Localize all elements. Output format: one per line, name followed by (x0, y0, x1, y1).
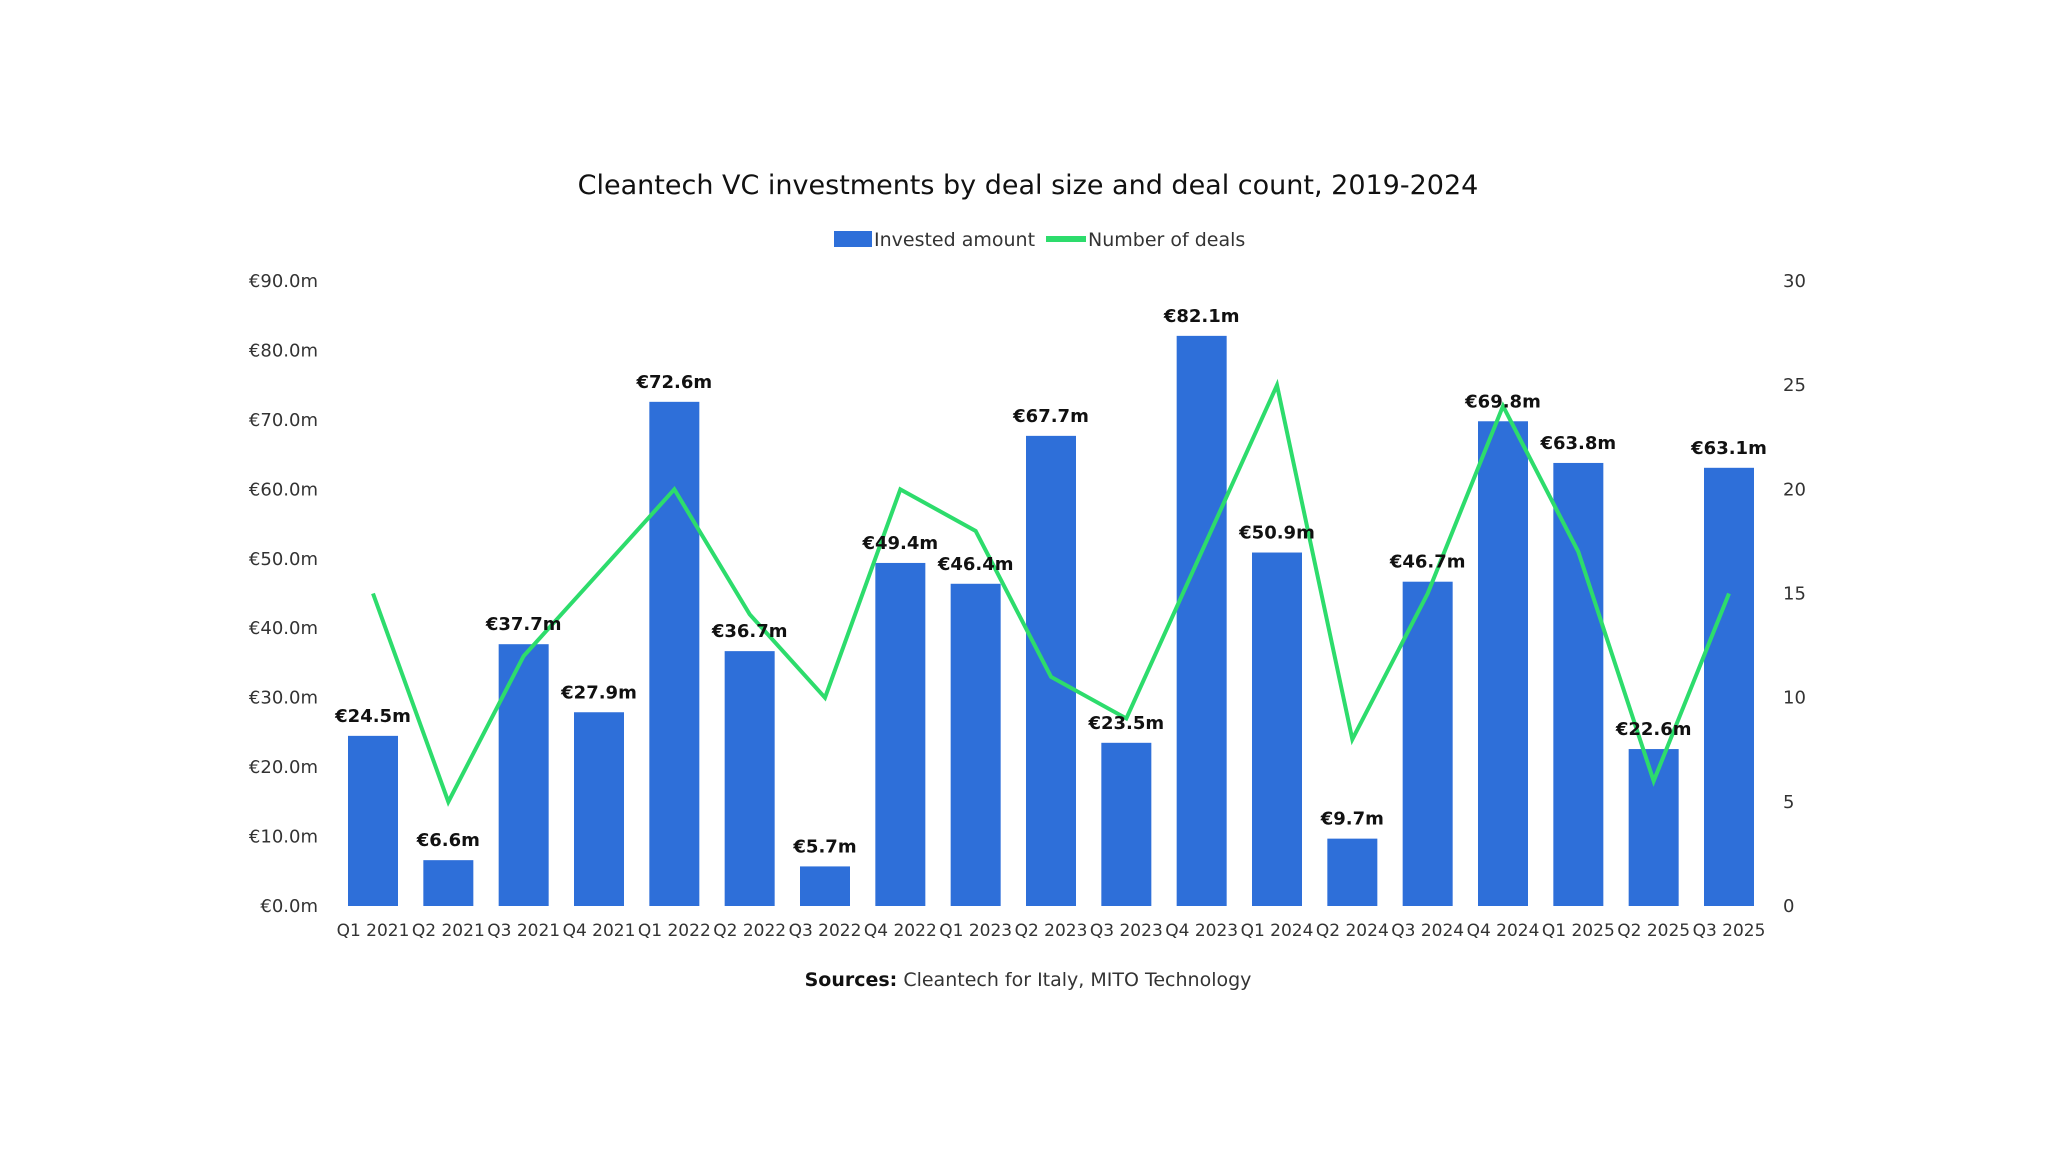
y-left-tick-label: €70.0m (249, 410, 318, 431)
bar-invested-amount (499, 644, 549, 906)
bar-invested-amount (348, 736, 398, 906)
y-axis-left: €0.0m €10.0m €20.0m €30.0m €40.0m €50.0m €60.0… (249, 271, 318, 917)
y-left-tick-label: €90.0m (249, 271, 318, 292)
bar-data-label: €50.9m (1238, 523, 1315, 544)
bar-invested-amount (1177, 336, 1227, 906)
bar-data-label: €5.7m (792, 836, 856, 857)
bar-data-label: €67.7m (1012, 406, 1089, 427)
bar-invested-amount (1252, 553, 1302, 906)
x-tick-label: Q2 2024 (1316, 921, 1389, 941)
bar-data-label: €22.6m (1615, 719, 1692, 740)
bar-data-label: €72.6m (635, 372, 712, 393)
bar-data-label: €36.7m (711, 621, 788, 642)
bar-invested-amount (574, 712, 624, 906)
x-tick-label: Q2 2025 (1617, 921, 1690, 941)
bar-invested-amount (725, 651, 775, 906)
bar-data-label: €24.5m (334, 706, 411, 727)
legend-swatch-invested (834, 231, 872, 247)
bar-invested-amount (1704, 468, 1754, 906)
y-right-tick-label: 20 (1783, 479, 1806, 500)
y-right-tick-label: 15 (1783, 584, 1806, 605)
bar-data-label: €23.5m (1087, 713, 1164, 734)
y-left-tick-label: €20.0m (249, 757, 318, 778)
y-left-tick-label: €40.0m (249, 618, 318, 639)
source-label: Sources: (805, 969, 898, 991)
x-tick-label: Q4 2021 (563, 921, 636, 941)
bar-data-label: €37.7m (485, 614, 562, 635)
x-tick-label: Q4 2022 (864, 921, 937, 941)
bar-invested-amount (1026, 436, 1076, 906)
bar-data-label: €63.8m (1539, 433, 1616, 454)
bar-data-label: €82.1m (1163, 306, 1240, 327)
y-right-tick-label: 30 (1783, 271, 1806, 292)
x-tick-label: Q1 2023 (939, 921, 1012, 941)
x-tick-label: Q2 2021 (412, 921, 485, 941)
bar-data-label: €6.6m (416, 830, 480, 851)
x-tick-label: Q1 2022 (638, 921, 711, 941)
y-right-tick-label: 5 (1783, 792, 1794, 813)
bar-data-label: €49.4m (861, 533, 938, 554)
y-left-tick-label: €10.0m (249, 827, 318, 848)
bar-invested-amount (1101, 743, 1151, 906)
x-tick-label: Q4 2023 (1165, 921, 1238, 941)
chart-title: Cleantech VC investments by deal size an… (578, 170, 1479, 201)
y-right-tick-label: 25 (1783, 375, 1806, 396)
x-tick-label: Q2 2022 (713, 921, 786, 941)
bar-invested-amount (800, 866, 850, 906)
y-axis-right: 0 5 10 15 20 25 30 (1783, 271, 1806, 917)
x-tick-label: Q4 2024 (1467, 921, 1540, 941)
x-tick-label: Q3 2022 (789, 921, 862, 941)
bar-data-label: €46.7m (1389, 552, 1466, 573)
x-tick-label: Q1 2021 (337, 921, 410, 941)
bar-invested-amount (1553, 463, 1603, 906)
source-note: Sources: Cleantech for Italy, MITO Techn… (805, 969, 1252, 991)
source-text: Cleantech for Italy, MITO Technology (897, 969, 1251, 991)
bar-invested-amount (1327, 839, 1377, 906)
x-tick-label: Q3 2025 (1693, 921, 1766, 941)
y-right-tick-label: 0 (1783, 896, 1794, 917)
x-tick-label: Q1 2025 (1542, 921, 1615, 941)
y-left-tick-label: €80.0m (249, 340, 318, 361)
legend: Invested amount Number of deals (834, 229, 1245, 251)
y-right-tick-label: 10 (1783, 688, 1806, 709)
x-tick-label: Q3 2024 (1391, 921, 1464, 941)
bar-data-label: €9.7m (1320, 809, 1384, 830)
y-left-tick-label: €60.0m (249, 479, 318, 500)
x-tick-label: Q2 2023 (1015, 921, 1088, 941)
bar-data-label: €27.9m (560, 682, 637, 703)
x-tick-label: Q3 2021 (487, 921, 560, 941)
bar-invested-amount (1629, 749, 1679, 906)
bar-data-label: €69.8m (1464, 391, 1541, 412)
bar-invested-amount (875, 563, 925, 906)
legend-label-invested: Invested amount (874, 229, 1035, 251)
legend-label-deals: Number of deals (1088, 229, 1245, 251)
bar-data-label: €46.4m (937, 554, 1014, 575)
y-left-tick-label: €30.0m (249, 688, 318, 709)
y-left-tick-label: €0.0m (260, 896, 318, 917)
legend-swatch-deals (1046, 236, 1086, 242)
bar-invested-amount (1478, 421, 1528, 906)
x-tick-label: Q3 2023 (1090, 921, 1163, 941)
y-left-tick-label: €50.0m (249, 549, 318, 570)
bar-invested-amount (423, 860, 473, 906)
bar-invested-amount (649, 402, 699, 906)
x-tick-label: Q1 2024 (1241, 921, 1314, 941)
bar-invested-amount (951, 584, 1001, 906)
bar-data-label: €63.1m (1690, 438, 1767, 459)
